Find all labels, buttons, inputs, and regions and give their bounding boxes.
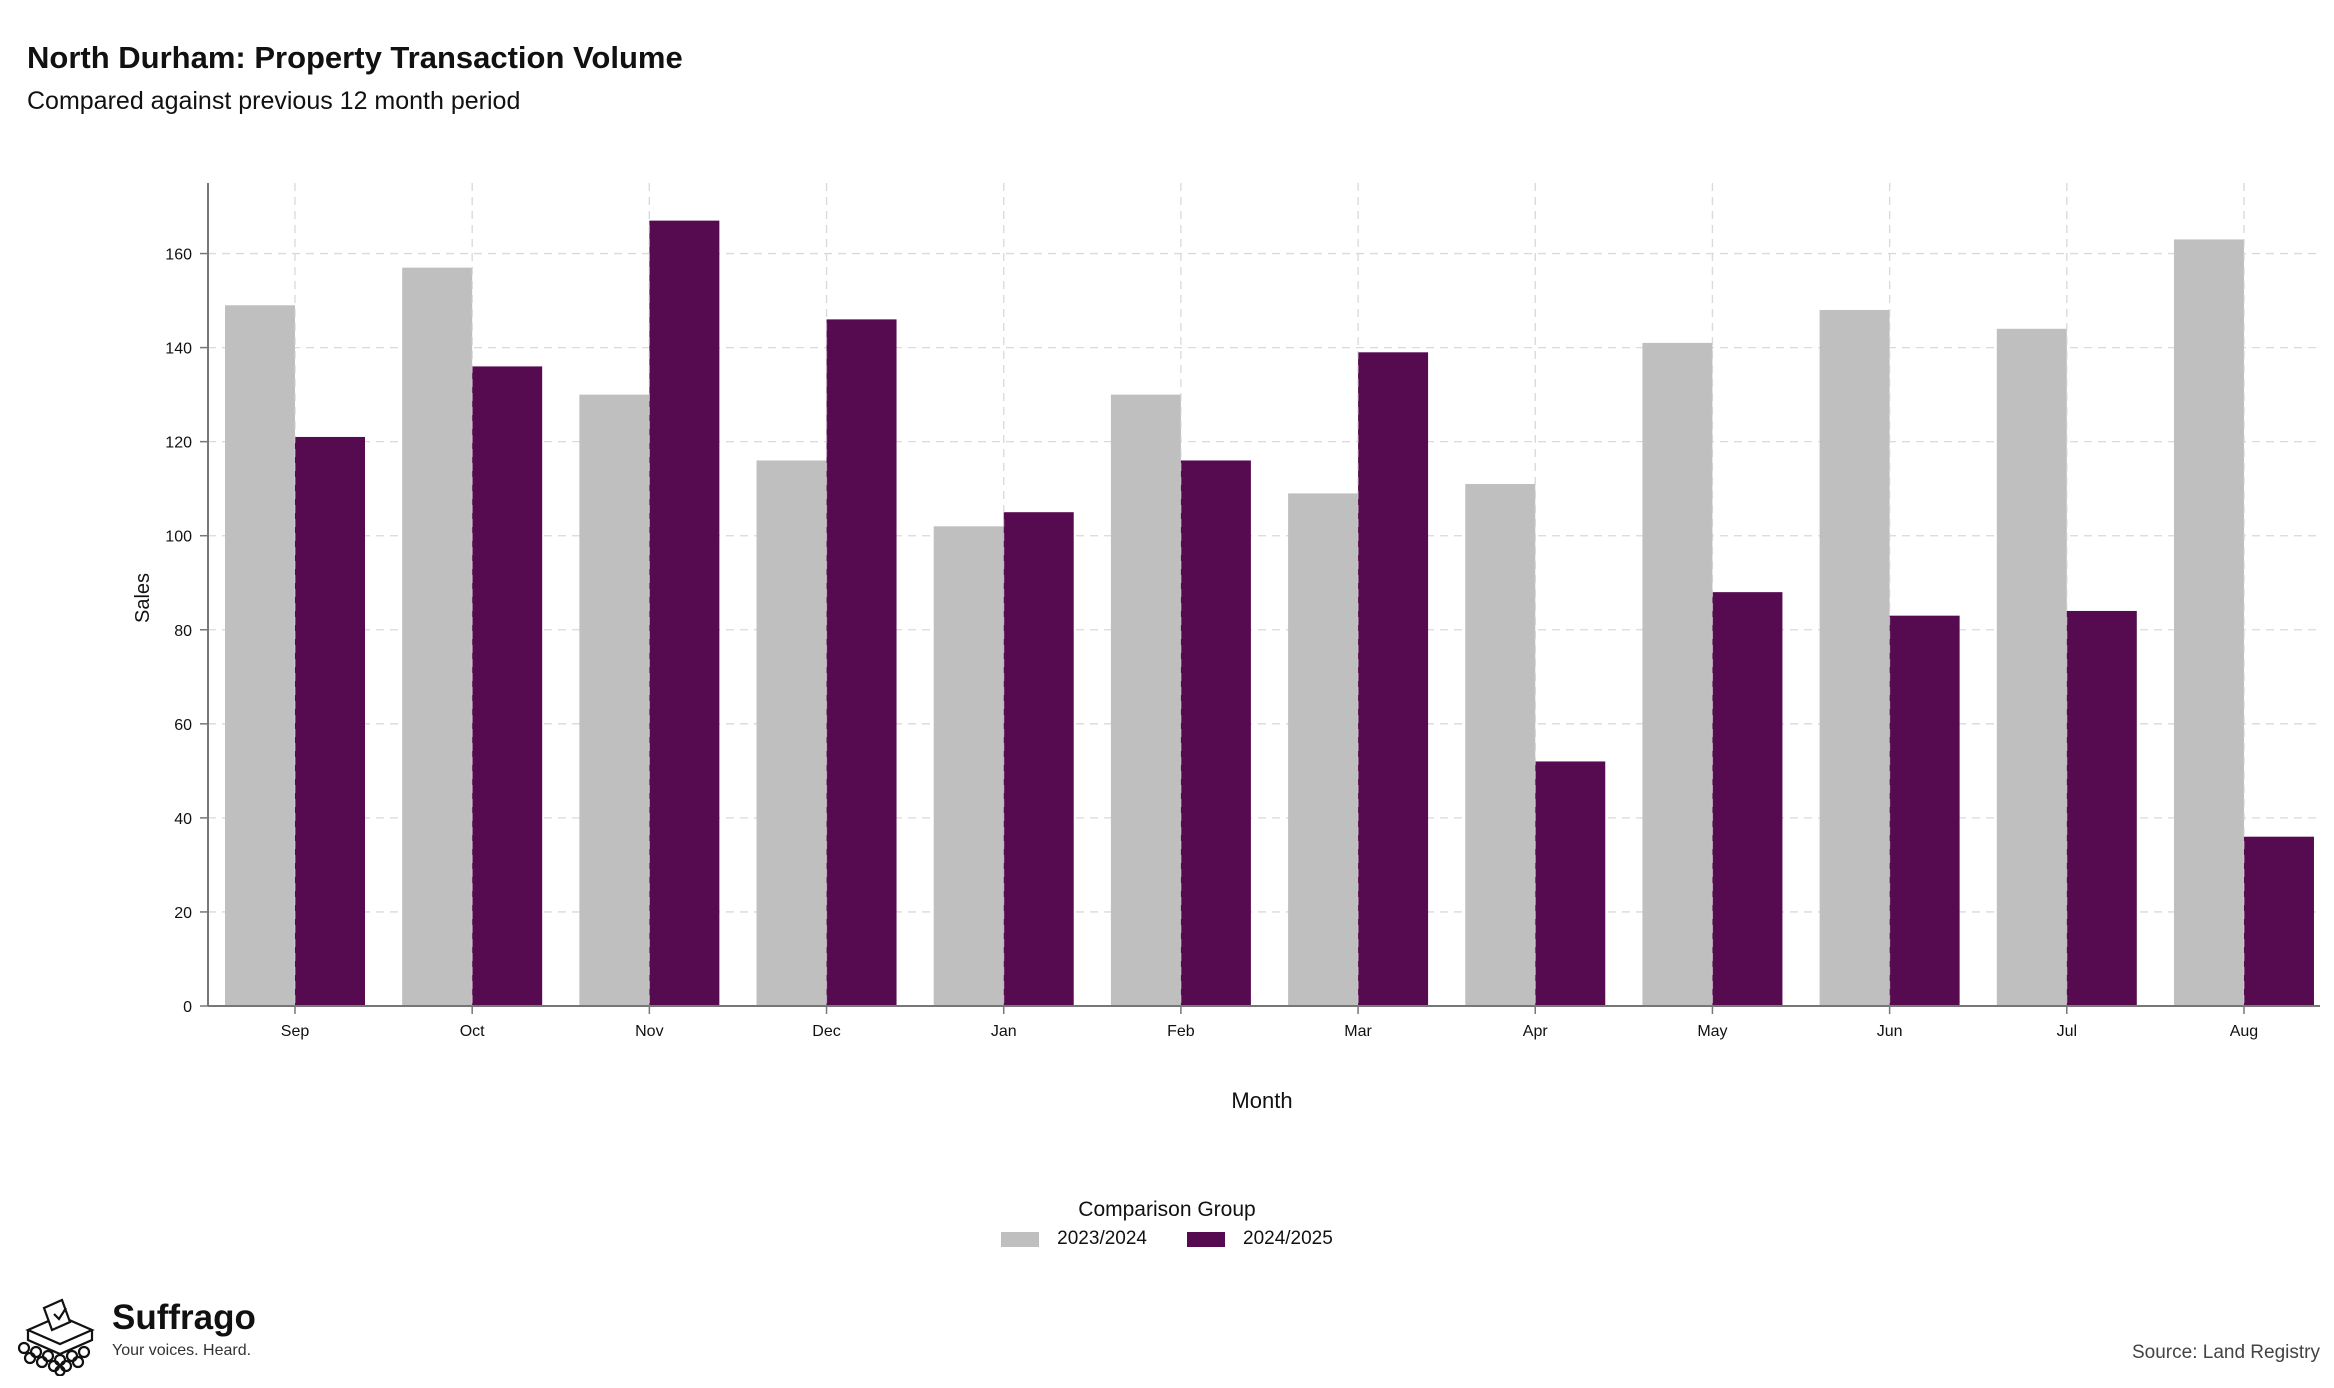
legend-item-2024-2025: 2024/2025 [1187,1228,1333,1250]
x-tick-label: Nov [635,1023,663,1040]
bar-2024-2025-dec [826,319,897,1007]
bar-2024-2025-sep [295,436,365,1006]
y-tick-label: 80 [174,623,192,640]
y-tick-label: 120 [165,435,192,452]
brand-name: Suffrago [112,1298,256,1337]
y-axis-label: Sales [132,573,154,623]
bar-2023-2024-jul [1996,328,2067,1006]
y-tick-label: 20 [174,905,192,922]
y-tick-label: 40 [174,811,192,828]
x-tick-label: Jan [991,1023,1017,1040]
bar-2023-2024-oct [402,267,473,1006]
x-tick-label: Feb [1167,1023,1195,1040]
bar-2023-2024-jun [1819,309,1890,1006]
bar-2024-2025-jan [1003,512,1074,1006]
ballot-box-icon [17,1298,95,1376]
y-tick-label: 160 [165,247,192,264]
y-tick-label: 100 [165,529,192,546]
legend-items: 2023/2024 2024/2025 [0,1228,2334,1250]
bar-2023-2024-jan [933,526,1004,1006]
bar-2023-2024-mar [1288,493,1359,1007]
x-tick-label: Aug [2230,1023,2258,1040]
bar-2024-2025-mar [1358,352,1429,1006]
x-tick-label: Jul [2057,1023,2077,1040]
bar-2024-2025-oct [472,366,543,1006]
bar-2023-2024-nov [579,394,650,1007]
chart-title: North Durham: Property Transaction Volum… [27,40,683,75]
brand-text: Suffrago Your voices. Heard. [112,1290,256,1360]
bar-2024-2025-may [1712,592,1783,1006]
bar-2024-2025-nov [649,220,720,1006]
source-note: Source: Land Registry [2132,1342,2320,1363]
legend-title: Comparison Group [1078,1198,1256,1221]
bar-2024-2025-jul [2066,610,2137,1006]
chart-subtitle: Compared against previous 12 month perio… [27,87,521,115]
bar-2023-2024-apr [1465,483,1536,1006]
y-tick-label: 0 [183,999,192,1016]
legend-item-2023-2024: 2023/2024 [1001,1228,1147,1250]
x-tick-label: Sep [281,1023,310,1040]
x-axis-label: Month [1231,1088,1292,1113]
axes [200,183,2320,1014]
bars [225,220,2314,1007]
legend-swatch [1001,1231,1040,1247]
bar-2023-2024-aug [2173,239,2244,1007]
bar-2024-2025-jun [1889,615,1960,1006]
bar-2023-2024-may [1642,342,1713,1006]
y-tick-label: 60 [174,717,192,734]
legend: Comparison Group 2023/2024 2024/2025 [0,1198,2334,1250]
bar-2023-2024-feb [1110,394,1181,1007]
legend-label: 2024/2025 [1243,1228,1333,1249]
x-tick-label: Jun [1877,1023,1903,1040]
brand-tagline: Your voices. Heard. [112,1342,252,1359]
bar-chart: 0 20 40 60 80 100 120 140 160 Sep Oct Nov Dec Jan Feb M… [132,183,2320,1113]
tick-labels: 0 20 40 60 80 100 120 140 160 Sep Oct Nov Dec Jan Feb M… [165,247,2258,1040]
brand-logo: Suffrago Your voices. Heard. [14,1290,256,1376]
bar-2024-2025-aug [2243,836,2314,1006]
x-tick-label: Dec [812,1023,840,1040]
x-tick-label: May [1697,1023,1727,1040]
bar-2023-2024-dec [756,460,827,1006]
legend-label: 2023/2024 [1057,1228,1147,1249]
bar-2024-2025-feb [1180,460,1251,1006]
x-tick-label: Mar [1344,1023,1372,1040]
bar-2024-2025-apr [1535,761,1606,1006]
bar-2023-2024-sep [225,305,295,1006]
x-tick-label: Apr [1523,1023,1549,1040]
y-tick-label: 140 [165,341,192,358]
x-tick-label: Oct [460,1023,485,1040]
legend-swatch [1187,1231,1225,1247]
